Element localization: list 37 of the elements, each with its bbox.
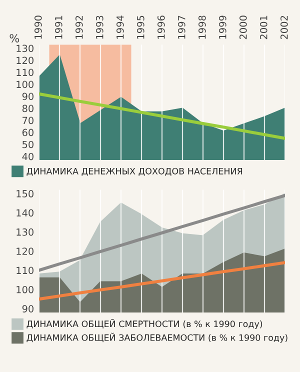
y-tick-label: 120 [16, 56, 34, 64]
legend-label: ДИНАМИКА ОБЩЕЙ СМЕРТНОСТИ (в % к 1990 году) [26, 318, 262, 329]
y-tick-label: 60 [22, 128, 34, 136]
y-tick-label: 90 [22, 92, 34, 100]
x-tick-label: 1990 [34, 16, 42, 39]
legend-label: ДИНАМИКА ОБЩЕЙ ЗАБОЛЕВАЕМОСТИ (в % к 1990 году) [26, 332, 288, 343]
x-tick-label: 1997 [178, 16, 186, 39]
y-tick-label: 150 [16, 190, 34, 198]
x-tick-label: 1994 [116, 16, 124, 39]
x-tick-label: 1995 [136, 16, 144, 39]
y-tick-label: 90 [22, 305, 34, 312]
y-tick-label: 40 [22, 152, 34, 160]
y-tick-label: 100 [16, 80, 34, 88]
y-tick-label: 70 [22, 116, 34, 124]
y-axis-title: % [10, 34, 20, 42]
y-tick-label: 140 [16, 209, 34, 217]
x-tick-label: 2001 [260, 16, 268, 40]
line-series [39, 194, 285, 272]
x-tick-label: 1992 [75, 16, 83, 39]
y-tick-label: 80 [22, 104, 34, 112]
x-tick-label: 2002 [280, 16, 288, 40]
y-tick-label: 100 [16, 286, 34, 294]
legend-label: ДИНАМИКА ДЕНЕЖНЫХ ДОХОДОВ НАСЕЛЕНИЯ [26, 168, 242, 176]
y-tick-label: 110 [16, 266, 34, 274]
line-series [39, 261, 285, 301]
x-tick-label: 1998 [198, 16, 206, 39]
y-tick-label: 110 [16, 68, 34, 76]
y-tick-label: 130 [16, 228, 34, 236]
x-tick-label: 1991 [54, 16, 62, 39]
line-series [39, 92, 285, 140]
x-tick-label: 2000 [239, 16, 247, 40]
y-tick-label: 130 [16, 44, 34, 52]
x-tick-label: 1999 [218, 16, 226, 39]
x-tick-label: 1996 [157, 16, 165, 39]
y-tick-label: 50 [22, 140, 34, 148]
y-tick-label: 120 [16, 248, 34, 255]
x-tick-label: 1993 [96, 16, 104, 39]
